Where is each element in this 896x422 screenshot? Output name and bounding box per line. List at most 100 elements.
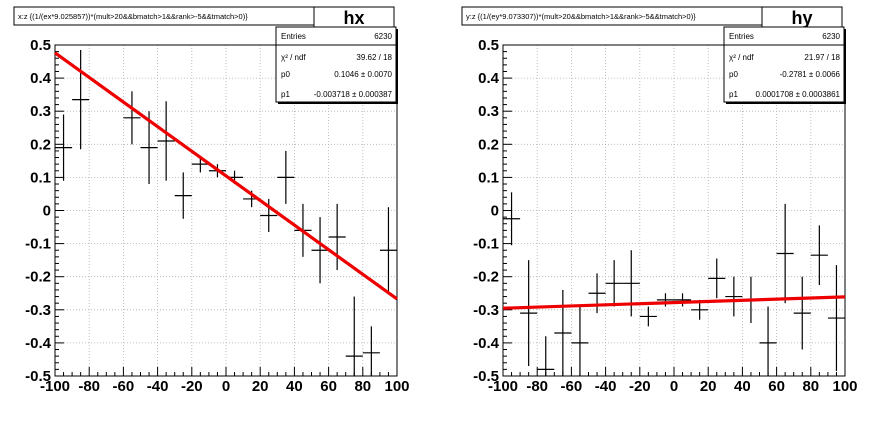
data-point (793, 276, 811, 350)
data-point (605, 260, 623, 307)
plot-title: y:z {(1/(ey*9.073307))*(mult>20&&bmatch>… (466, 12, 696, 21)
y-tick-label: 0.3 (30, 103, 51, 120)
fit-line (502, 295, 846, 310)
x-tick-label: 20 (252, 378, 269, 395)
panel-hx: x:z {(1/(ex*9.025857))*(mult>20&&bmatch>… (13, 6, 410, 395)
stats-value-chi2: 39.62 / 18 (356, 53, 392, 62)
data-point (157, 101, 175, 181)
stats-label-chi2: χ² / ndf (281, 53, 306, 62)
data-point (639, 306, 657, 327)
x-tick-label: 80 (802, 378, 819, 395)
y-tick-label: 0.5 (30, 37, 51, 54)
data-point (571, 306, 589, 376)
y-tick-label: 0.5 (478, 37, 499, 54)
data-point (311, 217, 329, 284)
x-tick-label: 100 (384, 378, 409, 395)
stats-value-chi2: 21.97 / 18 (804, 53, 840, 62)
stats-box: Entries 6230 χ² / ndf 21.97 / 18 p0 -0.2… (723, 26, 846, 104)
y-tick-label: 0.2 (30, 136, 51, 153)
y-tick-label: 0.1 (478, 169, 499, 186)
y-tick-label: 0.1 (30, 169, 51, 186)
data-point (277, 150, 295, 204)
y-tick-label: -0.2 (473, 269, 499, 286)
y-tick-label: 0.3 (478, 103, 499, 120)
x-tick-label: 100 (832, 378, 857, 395)
stats-label-entries: Entries (281, 32, 306, 41)
x-tick-label: -40 (595, 378, 617, 395)
y-tick-label: -0.2 (25, 269, 51, 286)
stats-label-p0: p0 (729, 70, 738, 79)
data-point (72, 49, 90, 150)
x-tick-label: 80 (354, 378, 371, 395)
data-point (503, 192, 521, 246)
title-box: y:z {(1/(ey*9.073307))*(mult>20&&bmatch>… (461, 6, 763, 26)
data-point (759, 306, 777, 376)
data-point (174, 172, 192, 219)
y-tick-label: 0.4 (30, 70, 52, 87)
x-tick-label: 0 (222, 378, 230, 395)
hist-name-box: hx (313, 6, 395, 30)
y-tick-label: 0.2 (478, 136, 499, 153)
data-point (379, 207, 397, 294)
data-point (520, 260, 538, 367)
x-tick-label: -20 (629, 378, 651, 395)
x-tick-label: 20 (700, 378, 717, 395)
y-tick-label: -0.5 (25, 368, 51, 385)
plot-title: x:z {(1/(ex*9.025857))*(mult>20&&bmatch>… (18, 12, 248, 21)
data-point (362, 326, 380, 376)
data-point (554, 289, 572, 376)
hist-name-box: hy (761, 6, 843, 30)
x-tick-label: -80 (526, 378, 548, 395)
data-point (55, 114, 73, 181)
stats-label-p1: p1 (281, 90, 290, 99)
hist-name: hy (791, 8, 812, 28)
plot-area: -100 -80 -60 -40 -20 0 20 40 60 80 100 -0.5 -0.4 -0.3… (25, 37, 409, 395)
x-tick-label: -40 (147, 378, 169, 395)
data-point (708, 258, 726, 299)
x-tick-label: -100 (488, 378, 518, 395)
x-tick-label: 40 (286, 378, 303, 395)
x-tick-label: 0 (670, 378, 678, 395)
data-point (588, 273, 606, 314)
y-tick-label: -0.3 (473, 302, 499, 319)
stats-value-entries: 6230 (822, 32, 840, 41)
x-tick-label: -60 (561, 378, 583, 395)
x-tick-label: 40 (734, 378, 751, 395)
data-point (776, 203, 794, 304)
y-tick-label: -0.1 (473, 236, 499, 253)
x-tick-label: 60 (320, 378, 337, 395)
data-point (123, 91, 141, 145)
x-tick-label: 60 (768, 378, 785, 395)
stats-label-chi2: χ² / ndf (729, 53, 754, 62)
data-point (260, 198, 278, 233)
data-point (537, 336, 555, 376)
y-tick-label: -0.5 (473, 368, 499, 385)
stats-box: Entries 6230 χ² / ndf 39.62 / 18 p0 0.10… (275, 26, 398, 104)
y-tick-label: -0.1 (25, 236, 51, 253)
x-tick-label: -80 (78, 378, 100, 395)
fit-line (54, 51, 398, 301)
y-tick-label: 0 (43, 203, 51, 220)
stats-label-entries: Entries (729, 32, 754, 41)
stats-value-p0: -0.2781 ± 0.0066 (780, 70, 841, 79)
stats-label-p1: p1 (729, 90, 738, 99)
data-point (810, 225, 828, 285)
data-point (827, 265, 845, 372)
plot-area: -100 -80 -60 -40 -20 0 20 40 60 80 100 -0.5 -0.4 -0.3… (473, 37, 857, 395)
x-tick-label: -60 (113, 378, 135, 395)
stats-value-p1: -0.003718 ± 0.000387 (314, 90, 393, 99)
x-tick-label: -100 (40, 378, 70, 395)
stats-value-p1: 0.0001708 ± 0.0003861 (756, 90, 841, 99)
y-tick-label: -0.4 (473, 335, 500, 352)
y-tick-label: -0.4 (25, 335, 52, 352)
stats-value-p0: 0.1046 ± 0.0070 (334, 70, 392, 79)
stats-label-p0: p0 (281, 70, 290, 79)
y-tick-label: 0 (491, 203, 499, 220)
stats-value-entries: 6230 (374, 32, 392, 41)
y-tick-label: -0.3 (25, 302, 51, 319)
data-point (725, 276, 743, 317)
title-box: x:z {(1/(ex*9.025857))*(mult>20&&bmatch>… (13, 6, 315, 26)
data-point (674, 293, 692, 307)
data-point (140, 111, 158, 185)
panel-hy: y:z {(1/(ey*9.073307))*(mult>20&&bmatch>… (461, 6, 858, 395)
